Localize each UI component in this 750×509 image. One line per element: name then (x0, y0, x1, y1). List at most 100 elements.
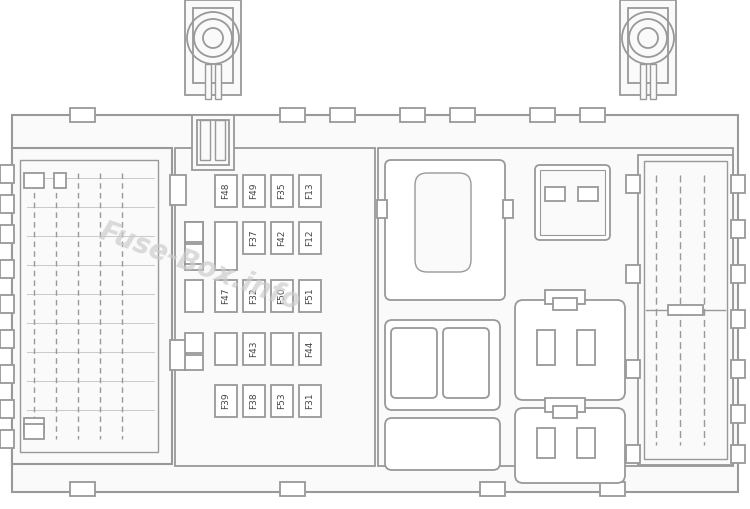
Bar (243, 280, 265, 312)
Text: F39: F39 (221, 392, 230, 409)
Bar (299, 385, 321, 417)
Bar (731, 265, 745, 283)
Bar (215, 175, 237, 207)
Bar (577, 330, 595, 365)
Bar (731, 310, 745, 328)
Bar (299, 333, 321, 365)
Bar (0, 165, 14, 183)
Bar (731, 220, 745, 238)
Bar (185, 222, 203, 270)
Bar (185, 244, 203, 264)
Text: F49: F49 (250, 183, 259, 199)
Bar (650, 64, 656, 99)
Bar (280, 108, 305, 122)
Bar (644, 161, 727, 459)
Bar (626, 265, 640, 283)
Bar (271, 385, 293, 417)
Bar (731, 175, 745, 193)
Bar (537, 428, 555, 458)
Bar (197, 120, 229, 165)
Bar (215, 280, 237, 312)
Bar (545, 187, 565, 201)
Bar (553, 298, 577, 310)
Bar (0, 295, 14, 313)
Bar (170, 175, 186, 205)
Bar (215, 120, 225, 160)
Bar (24, 424, 44, 439)
Text: F50: F50 (278, 288, 286, 304)
Bar (299, 175, 321, 207)
Bar (537, 330, 555, 365)
FancyBboxPatch shape (515, 300, 625, 400)
Text: Fuse-Box.info: Fuse-Box.info (95, 217, 304, 316)
Bar (193, 8, 233, 83)
Bar (626, 360, 640, 378)
Bar (24, 173, 44, 188)
FancyBboxPatch shape (385, 160, 505, 300)
Bar (628, 8, 668, 83)
Bar (271, 280, 293, 312)
Bar (378, 148, 733, 466)
Bar (450, 108, 475, 122)
Text: F44: F44 (305, 341, 314, 357)
Bar (0, 195, 14, 213)
Text: F35: F35 (278, 183, 286, 200)
Text: F32: F32 (250, 288, 259, 304)
Bar (330, 108, 355, 122)
Bar (243, 385, 265, 417)
Bar (185, 355, 203, 370)
Bar (553, 406, 577, 418)
Bar (731, 445, 745, 463)
Bar (215, 333, 237, 365)
FancyBboxPatch shape (515, 408, 625, 483)
Bar (192, 115, 234, 170)
Bar (12, 115, 738, 492)
Bar (70, 482, 95, 496)
Bar (731, 360, 745, 378)
Text: F48: F48 (221, 183, 230, 199)
Bar (545, 290, 585, 304)
Bar (243, 333, 265, 365)
Text: F51: F51 (305, 288, 314, 304)
Bar (280, 482, 305, 496)
Bar (299, 222, 321, 254)
Bar (185, 222, 203, 242)
Bar (0, 225, 14, 243)
Bar (271, 175, 293, 207)
Bar (0, 400, 14, 418)
Text: F13: F13 (305, 183, 314, 200)
Bar (540, 170, 605, 235)
Bar (0, 430, 14, 448)
FancyBboxPatch shape (385, 320, 500, 410)
Bar (400, 108, 425, 122)
Bar (54, 173, 66, 188)
Bar (12, 148, 172, 464)
Bar (640, 64, 646, 99)
Text: F12: F12 (305, 230, 314, 246)
Bar (20, 160, 158, 452)
Bar (480, 482, 505, 496)
Text: F47: F47 (221, 288, 230, 304)
Text: F37: F37 (250, 230, 259, 246)
Bar (185, 333, 203, 353)
Bar (0, 330, 14, 348)
Bar (175, 148, 375, 466)
Bar (185, 0, 241, 95)
Bar (205, 64, 211, 99)
FancyBboxPatch shape (415, 173, 471, 272)
Bar (170, 340, 186, 370)
Bar (638, 155, 733, 465)
Bar (200, 120, 210, 160)
FancyBboxPatch shape (443, 328, 489, 398)
Bar (530, 108, 555, 122)
Bar (626, 175, 640, 193)
Text: F53: F53 (278, 392, 286, 409)
Bar (578, 187, 598, 201)
Bar (626, 445, 640, 463)
Bar (299, 280, 321, 312)
Bar (215, 64, 221, 99)
FancyBboxPatch shape (385, 418, 500, 470)
Bar (377, 200, 387, 218)
Text: F43: F43 (250, 341, 259, 357)
Text: F31: F31 (305, 392, 314, 409)
